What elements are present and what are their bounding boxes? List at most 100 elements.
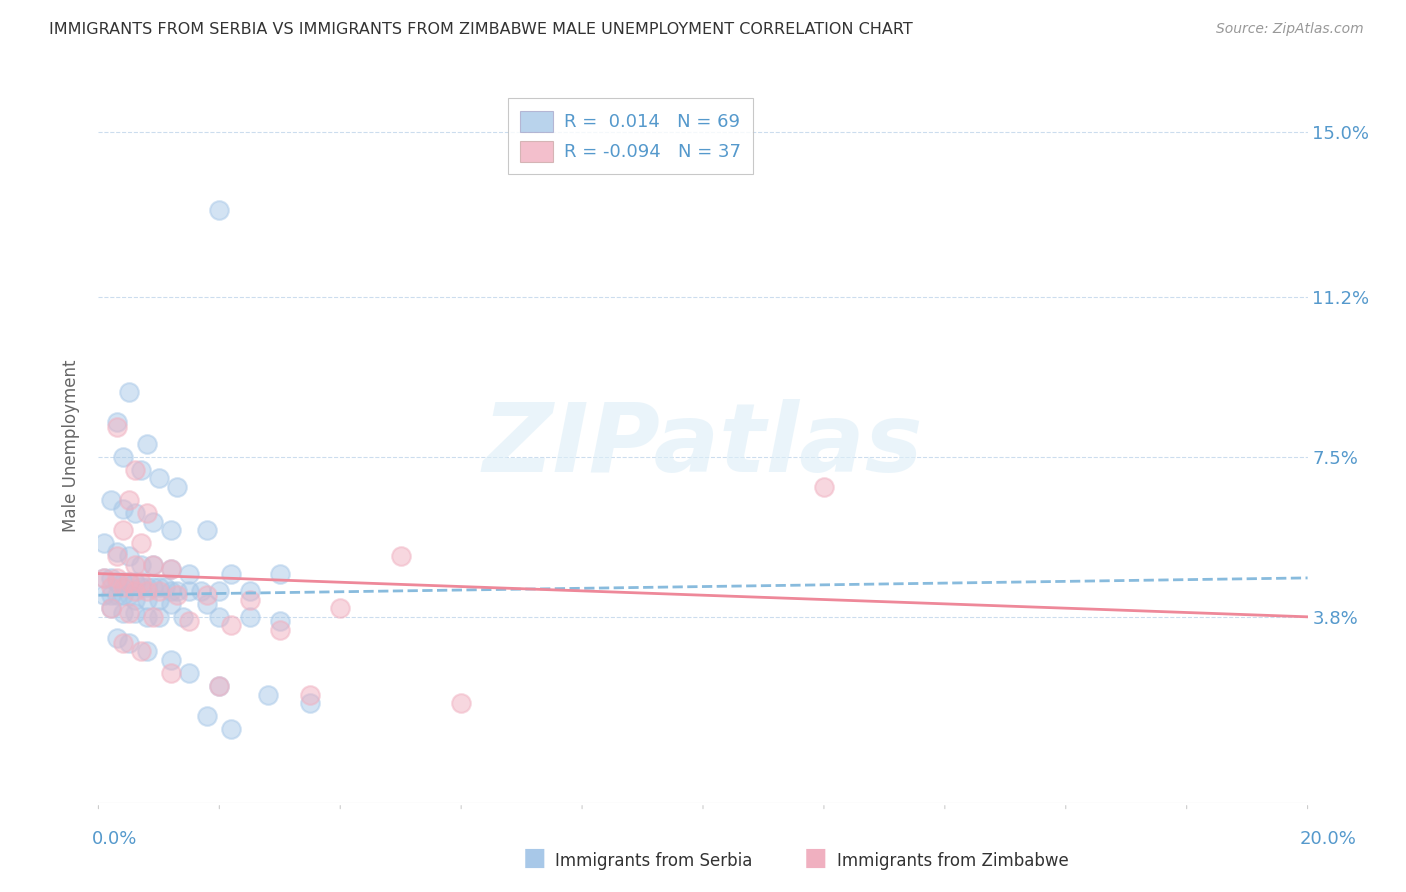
Point xyxy=(105,588,128,602)
Point xyxy=(813,480,835,494)
Point xyxy=(124,506,146,520)
Point xyxy=(221,618,243,632)
Point xyxy=(135,583,157,598)
Point xyxy=(93,536,115,550)
Point xyxy=(135,610,157,624)
Point xyxy=(93,571,115,585)
Point xyxy=(208,203,231,218)
Point xyxy=(135,437,157,451)
Point xyxy=(111,580,134,594)
Point xyxy=(135,592,157,607)
Point xyxy=(135,506,157,520)
Point xyxy=(195,524,218,538)
Point xyxy=(153,580,176,594)
Point xyxy=(129,558,152,572)
Text: Immigrants from Serbia: Immigrants from Serbia xyxy=(555,852,752,870)
Point xyxy=(129,575,152,590)
Point xyxy=(148,471,170,485)
Text: 20.0%: 20.0% xyxy=(1301,830,1357,847)
Point xyxy=(142,558,165,572)
Point xyxy=(111,524,134,538)
Point xyxy=(129,536,152,550)
Point xyxy=(166,588,188,602)
Point xyxy=(179,566,201,581)
Point xyxy=(129,644,152,658)
Point xyxy=(124,575,146,590)
Legend: R =  0.014   N = 69, R = -0.094   N = 37: R = 0.014 N = 69, R = -0.094 N = 37 xyxy=(508,98,754,174)
Point xyxy=(118,549,141,564)
Point xyxy=(208,583,231,598)
Point xyxy=(105,415,128,429)
Point xyxy=(148,583,170,598)
Point xyxy=(124,463,146,477)
Point xyxy=(450,696,472,710)
Point xyxy=(299,688,322,702)
Point xyxy=(105,571,128,585)
Point xyxy=(111,606,134,620)
Point xyxy=(239,592,262,607)
Point xyxy=(118,575,141,590)
Point xyxy=(111,501,134,516)
Point xyxy=(124,592,146,607)
Y-axis label: Male Unemployment: Male Unemployment xyxy=(62,359,80,533)
Point xyxy=(299,696,322,710)
Point xyxy=(135,644,157,658)
Point xyxy=(135,580,157,594)
Text: Source: ZipAtlas.com: Source: ZipAtlas.com xyxy=(1216,22,1364,37)
Point xyxy=(148,592,170,607)
Point xyxy=(329,601,352,615)
Point xyxy=(111,450,134,464)
Point xyxy=(239,610,262,624)
Point xyxy=(269,566,291,581)
Point xyxy=(179,614,201,628)
Point xyxy=(111,575,134,590)
Point xyxy=(105,419,128,434)
Point xyxy=(148,580,170,594)
Point xyxy=(389,549,412,564)
Point xyxy=(269,623,291,637)
Point xyxy=(93,588,115,602)
Point xyxy=(100,601,122,615)
Point xyxy=(195,597,218,611)
Point xyxy=(118,636,141,650)
Point xyxy=(239,583,262,598)
Point xyxy=(160,653,183,667)
Point xyxy=(93,571,115,585)
Point xyxy=(221,723,243,737)
Text: IMMIGRANTS FROM SERBIA VS IMMIGRANTS FROM ZIMBABWE MALE UNEMPLOYMENT CORRELATION: IMMIGRANTS FROM SERBIA VS IMMIGRANTS FRO… xyxy=(49,22,912,37)
Point xyxy=(160,562,183,576)
Point xyxy=(124,558,146,572)
Point xyxy=(142,515,165,529)
Point xyxy=(105,575,128,590)
Point xyxy=(111,636,134,650)
Point xyxy=(179,583,201,598)
Point xyxy=(105,632,128,646)
Text: ZIPatlas: ZIPatlas xyxy=(482,400,924,492)
Point xyxy=(142,580,165,594)
Point xyxy=(190,583,212,598)
Point xyxy=(100,493,122,508)
Point xyxy=(148,610,170,624)
Point xyxy=(160,524,183,538)
Point xyxy=(118,588,141,602)
Point xyxy=(160,666,183,681)
Point xyxy=(221,566,243,581)
Text: Immigrants from Zimbabwe: Immigrants from Zimbabwe xyxy=(837,852,1069,870)
Point xyxy=(179,666,201,681)
Point xyxy=(118,384,141,399)
Point xyxy=(124,583,146,598)
Point xyxy=(118,575,141,590)
Point xyxy=(105,545,128,559)
Point xyxy=(256,688,278,702)
Point xyxy=(195,588,218,602)
Point xyxy=(160,597,183,611)
Point xyxy=(111,588,134,602)
Point xyxy=(129,580,152,594)
Point xyxy=(160,583,183,598)
Point xyxy=(269,614,291,628)
Point xyxy=(142,558,165,572)
Point xyxy=(166,480,188,494)
Point xyxy=(208,679,231,693)
Text: ■: ■ xyxy=(523,846,546,870)
Point xyxy=(195,709,218,723)
